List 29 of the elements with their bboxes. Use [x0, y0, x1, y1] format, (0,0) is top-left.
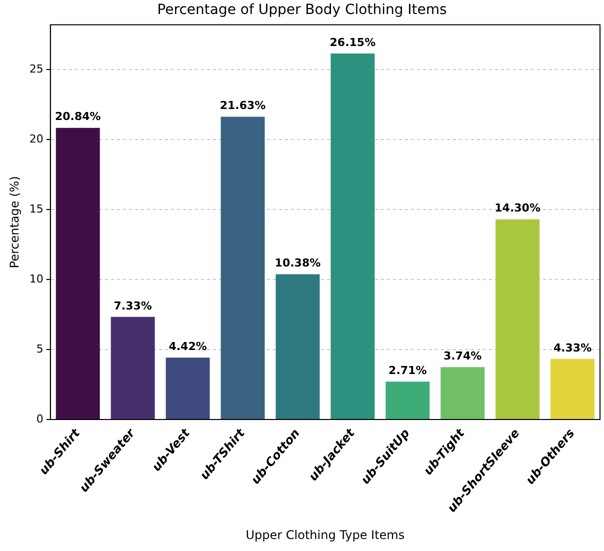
data-label: 20.84% — [54, 110, 101, 124]
bar — [56, 128, 100, 420]
bar — [496, 219, 540, 420]
data-label: 3.74% — [444, 350, 482, 363]
data-label: 26.15% — [330, 36, 376, 49]
y-axis-title: Percentage (%) — [7, 176, 22, 268]
bar — [110, 316, 155, 420]
bar — [386, 382, 430, 420]
bar — [220, 116, 265, 420]
bar — [440, 367, 485, 420]
data-label: 4.33% — [553, 341, 592, 354]
y-tick-label: 15 — [29, 202, 44, 216]
y-tick-label: 25 — [29, 62, 44, 76]
data-label: 21.63% — [220, 99, 266, 112]
data-label: 14.30% — [494, 202, 540, 215]
data-label: 4.42% — [168, 340, 207, 354]
y-tick-label: 5 — [36, 342, 44, 356]
x-axis-title: Upper Clothing Type Items — [246, 528, 405, 542]
bar — [330, 53, 375, 420]
data-label: 2.71% — [388, 364, 427, 377]
bar — [276, 274, 320, 420]
data-label: 7.33% — [114, 299, 152, 312]
data-label: 10.38% — [274, 256, 321, 270]
chart-title: Percentage of Upper Body Clothing Items — [157, 2, 447, 18]
y-tick-label: 20 — [29, 132, 44, 146]
y-tick-label: 0 — [36, 412, 44, 426]
y-tick-label: 10 — [29, 272, 44, 286]
bar — [166, 358, 210, 420]
bar — [550, 358, 595, 420]
